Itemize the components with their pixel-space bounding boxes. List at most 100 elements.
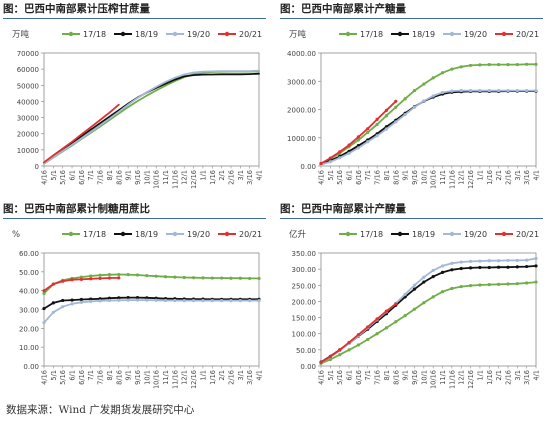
x-tick-label: 11/16 (171, 370, 179, 389)
x-tick-label: 10/16 (153, 370, 161, 389)
x-tick-label: 9/16 (134, 370, 142, 385)
x-tick-label: 1/1 (476, 170, 484, 181)
data-point (422, 301, 426, 305)
data-point (440, 290, 445, 294)
data-point (356, 138, 360, 142)
data-point (328, 355, 332, 359)
series-line (43, 103, 120, 164)
data-point (238, 299, 242, 303)
x-tick-label: 5/1 (327, 370, 335, 381)
data-point (70, 302, 74, 306)
legend-label: 20/21 (239, 230, 262, 239)
legend-label: 20/21 (516, 30, 539, 39)
x-tick-label: 12/1 (458, 170, 466, 185)
x-tick-label: 4/16 (318, 170, 326, 185)
data-point (328, 156, 332, 160)
y-tick-label: 70000 (17, 50, 39, 58)
data-point (478, 259, 482, 263)
x-tick-label: 1/16 (209, 370, 217, 385)
data-point (431, 94, 435, 98)
x-tick-label: 6/1 (346, 170, 354, 181)
y-tick-label: 40000 (17, 98, 39, 106)
data-point (98, 299, 102, 303)
data-point (459, 266, 463, 271)
data-point (534, 280, 538, 284)
data-point (487, 265, 491, 270)
data-point (126, 296, 130, 300)
x-tick-label: 2/16 (227, 170, 235, 185)
data-point (42, 291, 46, 296)
data-point (319, 161, 323, 166)
x-tick-label: 11/1 (439, 370, 447, 385)
x-tick-label: 12/16 (190, 170, 198, 189)
data-point (384, 127, 389, 131)
data-point (525, 258, 529, 262)
data-point (375, 117, 379, 121)
data-point (431, 76, 435, 80)
data-point (366, 337, 370, 342)
x-tick-label: 11/16 (171, 170, 179, 189)
data-point (440, 71, 445, 75)
legend-marker (172, 31, 178, 37)
x-tick-label: 11/16 (448, 170, 456, 189)
x-tick-label: 7/1 (87, 370, 95, 381)
x-tick-label: 4/1 (533, 170, 541, 181)
x-tick-label: 3/16 (523, 170, 531, 185)
x-tick-label: 8/1 (383, 370, 391, 381)
legend-label: 19/20 (464, 230, 487, 239)
data-point (412, 88, 417, 93)
legend-marker (397, 231, 403, 237)
y-tick-label: 30.00 (19, 307, 39, 315)
data-point (497, 62, 501, 67)
data-point (61, 298, 65, 303)
data-point (135, 273, 140, 277)
chart-title: 图：巴西中南部累计产糖量 (280, 1, 543, 19)
legend-marker (224, 231, 230, 237)
y-tick-label: 200.00 (292, 298, 317, 306)
x-tick-label: 7/1 (364, 170, 372, 181)
x-tick-label: 7/1 (364, 370, 372, 381)
x-tick-label: 9/16 (411, 370, 419, 385)
y-tick-label: 60000 (17, 66, 39, 74)
x-tick-label: 7/16 (97, 370, 105, 385)
x-tick-label: 8/16 (115, 370, 123, 385)
series-line (320, 281, 537, 365)
data-point (356, 343, 360, 347)
data-point (375, 122, 379, 127)
data-point (51, 282, 55, 286)
x-tick-label: 8/1 (106, 170, 114, 181)
chart-svg: 亿升 17/18 18/19 19/20 20/21 0.00 50.00 100.00 150… (289, 229, 541, 389)
x-tick-label: 6/16 (78, 170, 86, 185)
y-tick-label: 3000.00 (287, 78, 316, 86)
x-tick-label: 4/1 (256, 370, 264, 381)
data-point (506, 62, 510, 67)
y-tick-label: 0 (35, 163, 39, 171)
data-point (135, 296, 140, 300)
legend-label: 20/21 (239, 30, 262, 39)
data-point (238, 276, 242, 280)
data-point (89, 299, 93, 304)
data-point (366, 140, 370, 144)
x-tick-label: 2/1 (218, 170, 226, 181)
data-point (412, 283, 417, 287)
y-tick-label: 10.00 (19, 344, 39, 352)
data-point (98, 276, 102, 281)
data-point (135, 298, 140, 302)
data-point (506, 282, 510, 286)
data-point (257, 276, 261, 281)
series-line (320, 89, 537, 166)
x-tick-label: 6/16 (355, 370, 363, 385)
x-tick-label: 7/1 (87, 170, 95, 181)
x-tick-label: 9/16 (411, 170, 419, 185)
x-tick-label: 1/16 (486, 370, 494, 385)
data-point (403, 97, 407, 101)
data-point (356, 333, 360, 337)
legend-marker (120, 31, 126, 37)
series-line (320, 90, 537, 166)
series-line (320, 100, 397, 165)
x-tick-label: 8/16 (392, 370, 400, 385)
data-point (422, 275, 426, 279)
legend-marker (68, 31, 74, 37)
y-tick-label: 0.00 (300, 363, 316, 371)
data-point (328, 357, 332, 362)
